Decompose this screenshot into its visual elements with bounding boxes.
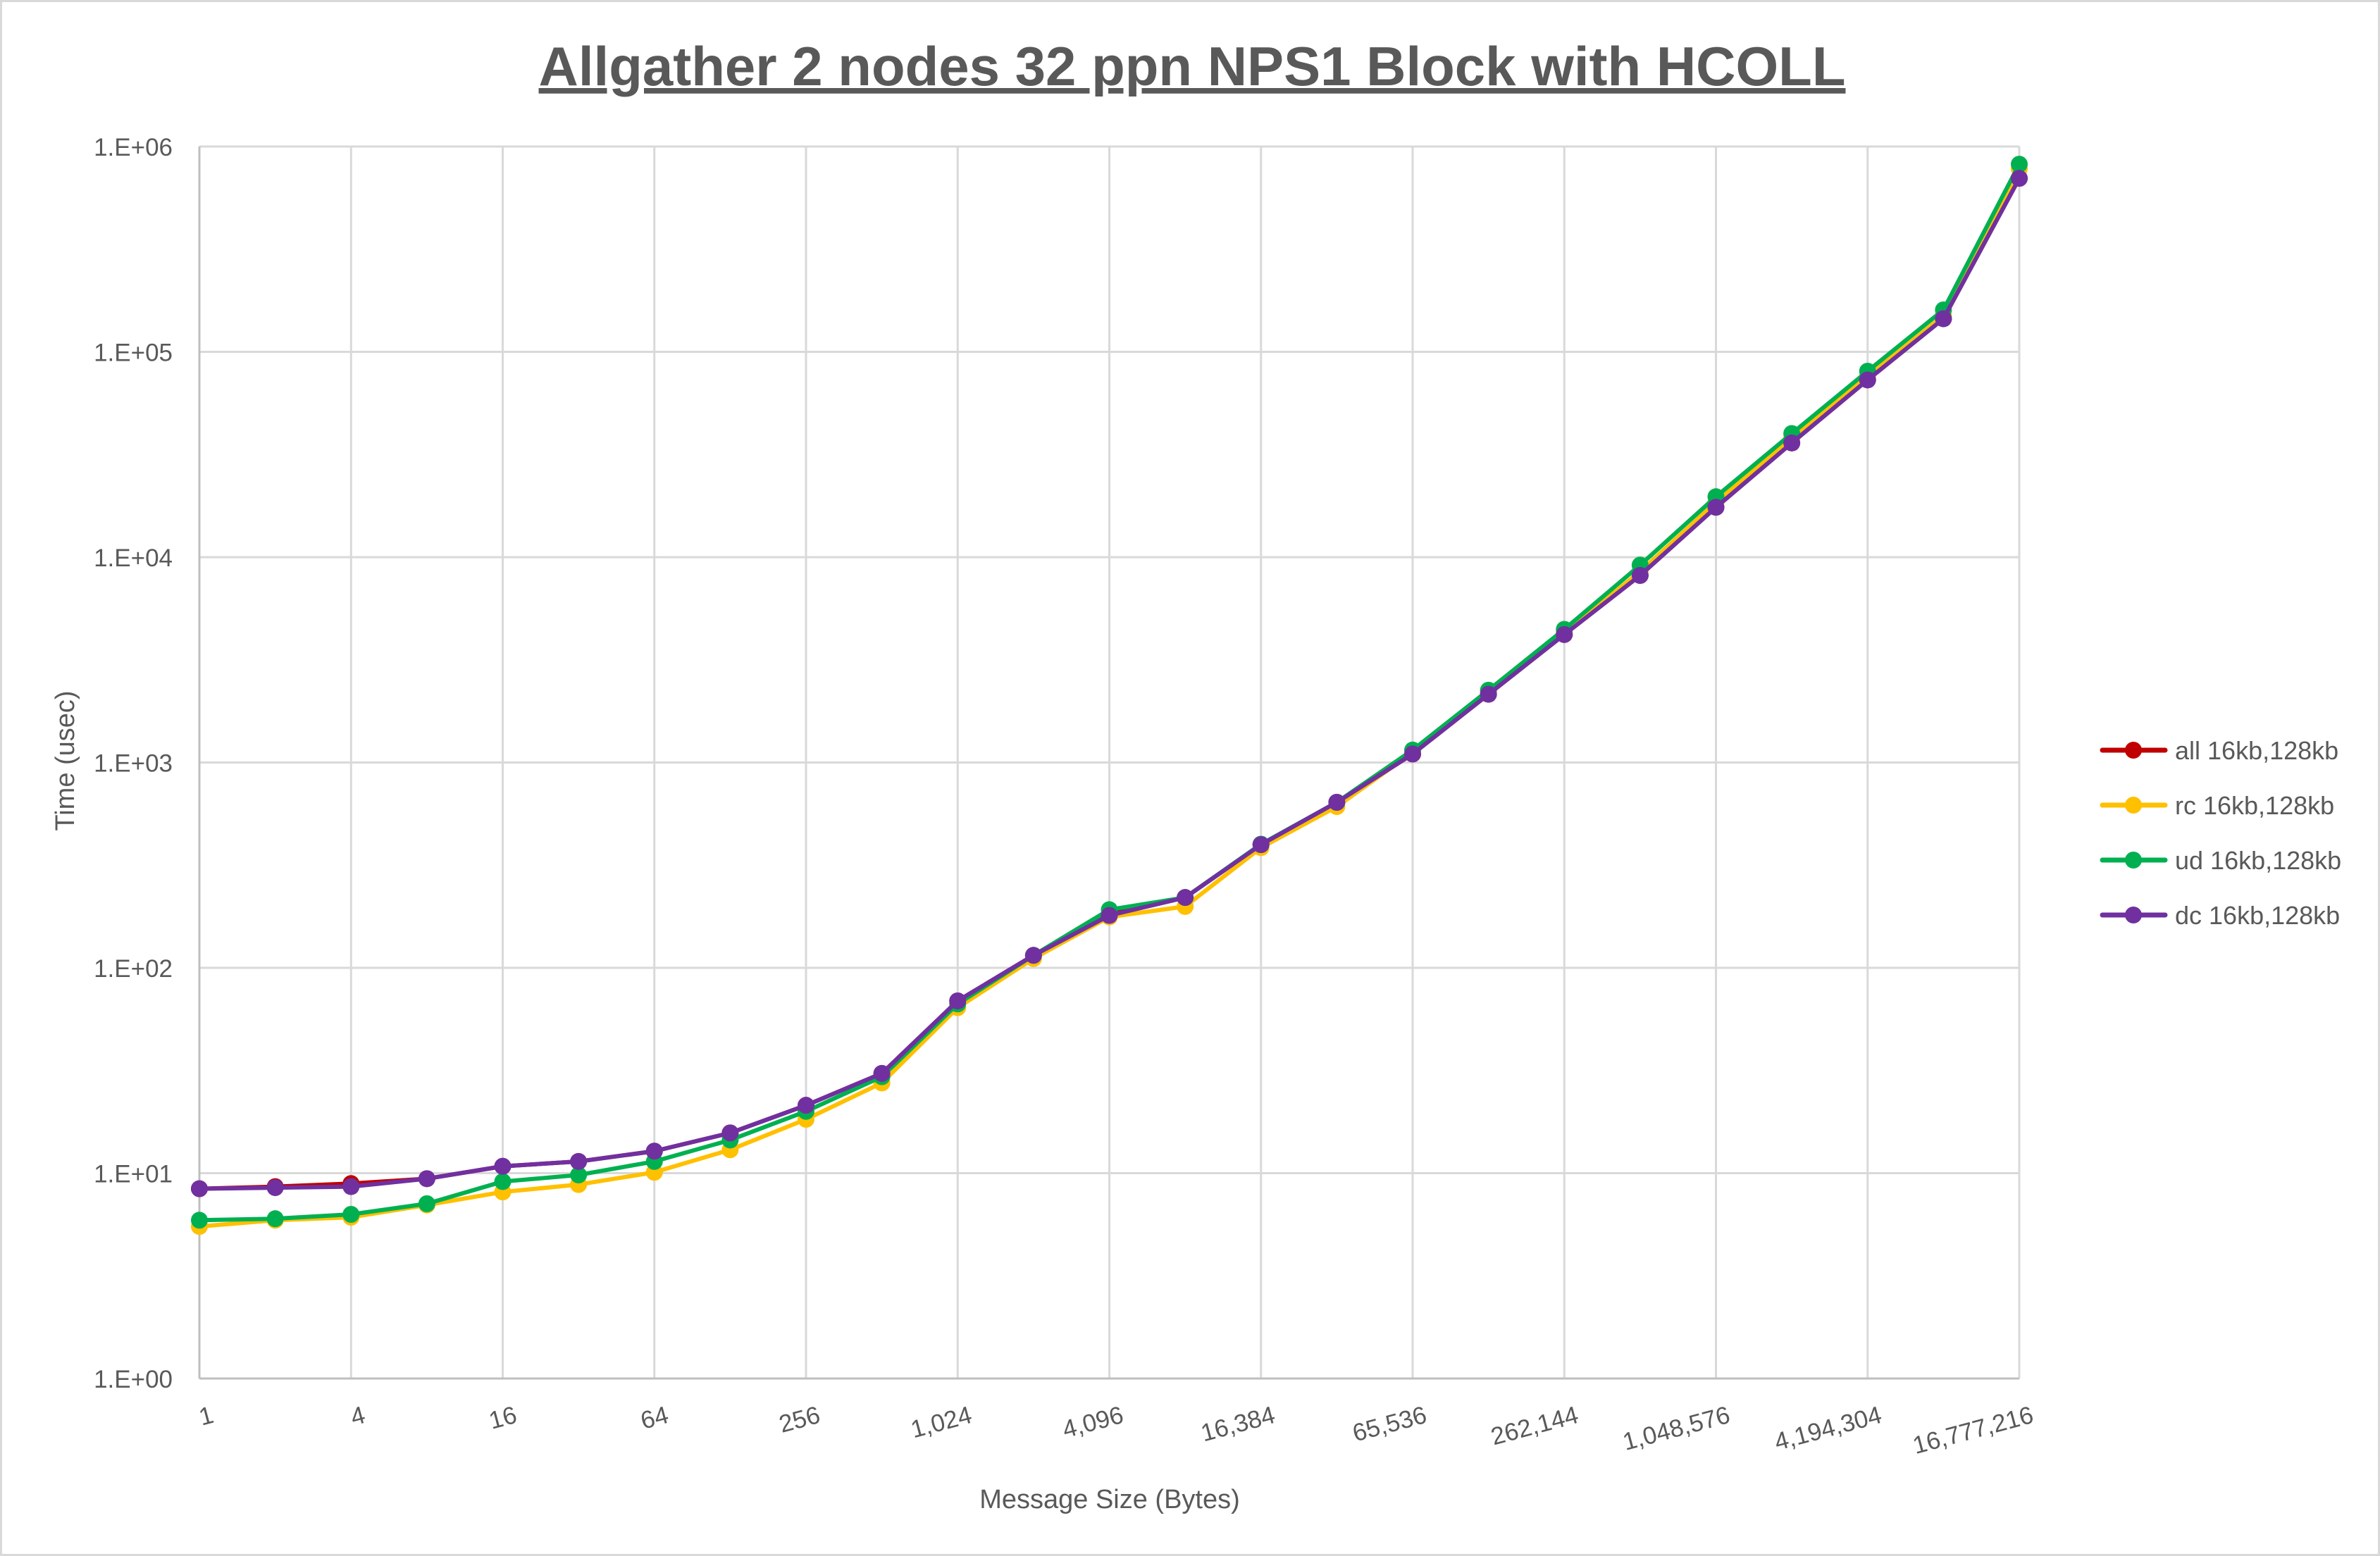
data-point (1328, 793, 1346, 811)
data-point (1859, 371, 1876, 389)
x-tick-label: 65,536 (1350, 1401, 1430, 1447)
y-tick-label: 1.E+04 (94, 544, 173, 572)
x-tick-label: 1 (196, 1401, 216, 1431)
data-point (191, 1180, 208, 1197)
data-point (570, 1166, 588, 1184)
data-point (1177, 889, 1194, 907)
data-point (1707, 499, 1725, 516)
data-point (418, 1195, 435, 1212)
data-point (1480, 685, 1497, 703)
data-point (266, 1210, 284, 1228)
y-tick-label: 1.E+03 (94, 750, 173, 778)
y-tick-label: 1.E+02 (94, 955, 173, 983)
data-point (1252, 836, 1270, 854)
data-point (645, 1143, 663, 1160)
data-point (873, 1064, 891, 1082)
data-point (266, 1179, 284, 1197)
y-axis-label: Time (usec) (51, 690, 80, 830)
data-point (2011, 156, 2028, 173)
x-tick-label: 262,144 (1488, 1401, 1581, 1450)
y-tick-labels: 1.E+00 1.E+01 1.E+02 1.E+03 1.E+04 1.E+05 1.E+… (94, 134, 173, 1393)
data-point (1556, 625, 1573, 643)
legend-marker (2125, 797, 2142, 814)
data-point (1783, 434, 1801, 452)
data-point (1404, 745, 1421, 763)
data-point (1631, 566, 1649, 584)
chart-title: Allgather 2 nodes 32 ppn NPS1 Block with… (539, 35, 1846, 97)
data-point (494, 1173, 512, 1190)
data-point (798, 1097, 814, 1114)
x-axis-label: Message Size (Bytes) (979, 1485, 1240, 1514)
legend-marker (2125, 742, 2142, 759)
x-tick-label: 256 (776, 1401, 824, 1438)
y-tick-label: 1.E+05 (94, 340, 173, 367)
x-tick-label: 1,024 (908, 1401, 975, 1443)
gridlines (198, 145, 2021, 1380)
y-tick-label: 1.E+06 (94, 134, 173, 161)
x-tick-label: 4,194,304 (1771, 1401, 1885, 1456)
x-tick-label: 16,777,216 (1910, 1401, 2036, 1459)
data-point (494, 1157, 512, 1175)
data-point (570, 1152, 588, 1170)
data-point (721, 1124, 739, 1142)
legend-label: all 16kb,128kb (2175, 736, 2338, 765)
x-tick-label: 16 (486, 1401, 520, 1435)
legend: all 16kb,128kb rc 16kb,128kb ud 16kb,128kb… (2100, 736, 2341, 930)
data-point (949, 992, 967, 1009)
data-point (342, 1178, 360, 1195)
x-tick-label: 4 (347, 1401, 368, 1431)
y-tick-label: 1.E+00 (94, 1366, 173, 1393)
x-tick-label: 64 (638, 1401, 671, 1435)
series-dc (191, 170, 2028, 1197)
x-tick-label: 16,384 (1198, 1401, 1278, 1447)
data-point (1024, 947, 1042, 964)
legend-marker (2125, 907, 2142, 923)
legend-marker (2125, 852, 2142, 869)
data-point (191, 1212, 208, 1229)
data-point (1101, 907, 1118, 924)
series-lines (191, 156, 2028, 1236)
legend-label: ud 16kb,128kb (2175, 846, 2341, 875)
x-tick-labels: 1 4 16 64 256 1,024 4,096 16,384 65,536 262,144 1,… (196, 1401, 2036, 1459)
y-tick-label: 1.E+01 (94, 1161, 173, 1188)
x-tick-label: 4,096 (1060, 1401, 1127, 1443)
legend-label: rc 16kb,128kb (2175, 791, 2334, 820)
data-point (418, 1170, 435, 1188)
data-point (342, 1205, 360, 1223)
x-tick-label: 1,048,576 (1620, 1401, 1733, 1456)
data-point (1935, 310, 1952, 328)
legend-label: dc 16kb,128kb (2175, 901, 2340, 930)
data-point (2011, 170, 2028, 187)
